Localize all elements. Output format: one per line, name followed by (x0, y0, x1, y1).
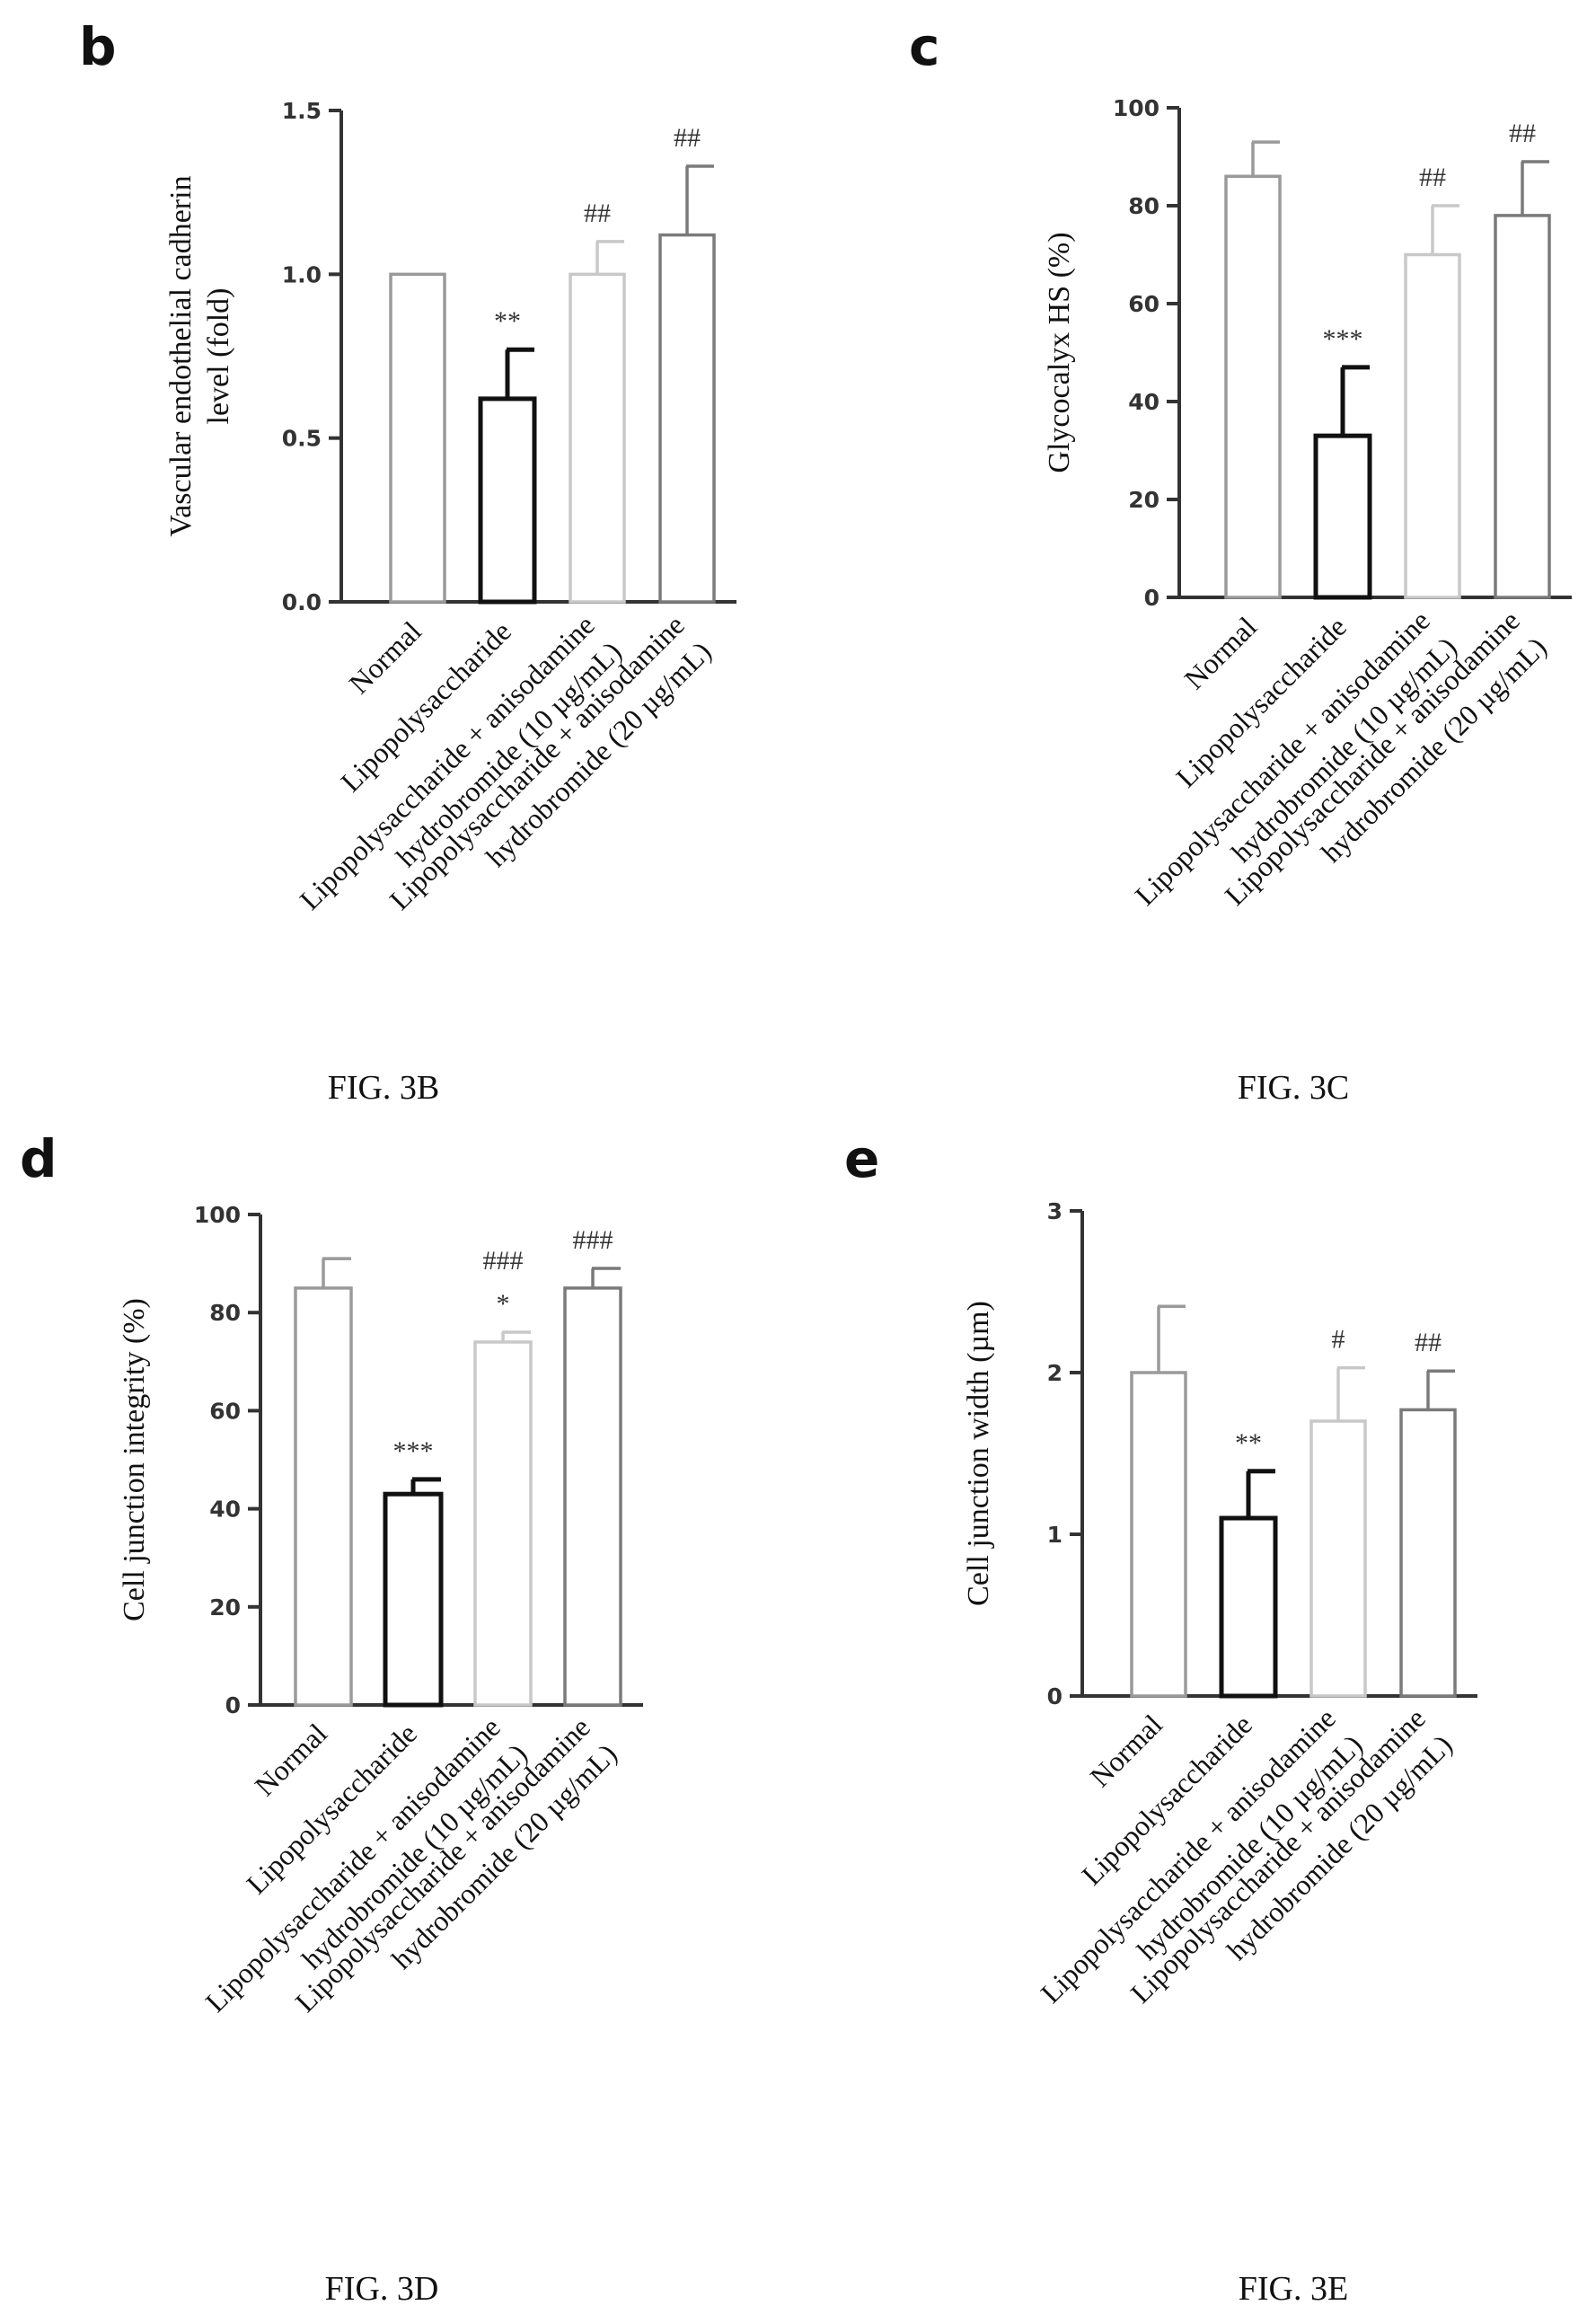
bar (473, 1340, 533, 1707)
significance-label: ## (1509, 119, 1536, 148)
y-axis-label-line: Cell junction width (µm) (962, 1301, 995, 1606)
x-tick-label-line: Normal (1083, 1708, 1168, 1793)
bar (1224, 174, 1282, 599)
x-tick-label-line: Normal (248, 1717, 333, 1802)
y-tick-label: 20 (1128, 487, 1160, 513)
x-tick-label-line: Normal (342, 614, 428, 700)
panel-letter: c (909, 16, 939, 77)
y-tick-label: 100 (1113, 95, 1160, 121)
significance-label: ** (1235, 1428, 1262, 1458)
significance-label: *** (393, 1436, 434, 1466)
y-axis-label-line: Vascular endothelial cadherin (164, 175, 198, 536)
y-tick-label: 80 (1128, 193, 1160, 219)
x-tick-label: Normal (342, 614, 428, 700)
panel-letter: e (844, 1128, 879, 1189)
bar (569, 272, 626, 604)
bar (294, 1286, 353, 1707)
significance-label: ## (674, 123, 701, 153)
x-tick-label-line: Normal (1177, 610, 1263, 695)
significance-label: ## (584, 199, 611, 228)
y-tick-label: 80 (209, 1300, 241, 1326)
figure-caption: FIG. 3D (325, 2270, 439, 2308)
y-tick-label: 0 (225, 1692, 241, 1718)
y-tick-label: 0.0 (282, 589, 322, 615)
y-tick-label: 20 (209, 1594, 241, 1621)
bar (1404, 252, 1461, 599)
bar (1219, 1515, 1278, 1699)
y-tick-label: 2 (1047, 1360, 1063, 1386)
y-tick-label: 40 (1128, 389, 1160, 415)
x-tick-label: Normal (1083, 1708, 1168, 1793)
bar (1130, 1371, 1187, 1698)
y-axis-label: Glycocalyx HS (%) (1043, 232, 1076, 473)
y-tick-label: 0 (1144, 585, 1160, 611)
panel-letter: d (20, 1128, 57, 1189)
panel-letter: b (79, 16, 117, 77)
figure-caption: FIG. 3E (1239, 2270, 1348, 2308)
x-tick-label: Normal (248, 1717, 333, 1802)
chart-panel-d: d 0 20 40 60 80 100 Cell junction integrity (%)… (20, 1128, 643, 2308)
significance-label: * (497, 1289, 510, 1319)
y-tick-label: 60 (1128, 291, 1160, 317)
significance-label: ** (494, 306, 521, 336)
bar (389, 272, 446, 604)
y-axis-label: Cell junction width (µm) (962, 1301, 995, 1606)
significance-label: ### (573, 1225, 613, 1255)
y-axis-label-line: level (fold) (202, 288, 235, 425)
bar (1494, 214, 1551, 599)
y-axis-label: Vascular endothelial cadherin level (fold… (164, 175, 235, 536)
significance-label: # (1332, 1325, 1345, 1355)
y-tick-label: 0 (1047, 1683, 1063, 1709)
y-tick-label: 1.5 (282, 98, 322, 124)
chart-panel-b: b 0.0 0.5 1.0 1.5 Vascular endothelial cadher… (79, 16, 736, 1107)
y-tick-label: 40 (209, 1497, 241, 1523)
bar (383, 1491, 444, 1708)
bar (1309, 1419, 1367, 1698)
bar (1313, 433, 1372, 600)
figure-caption: FIG. 3B (328, 1069, 440, 1107)
y-axis-label: Cell junction integrity (%) (118, 1298, 151, 1621)
y-tick-label: 1.0 (282, 261, 322, 287)
significance-label: *** (1323, 324, 1363, 354)
bar (658, 233, 716, 604)
y-tick-label: 60 (209, 1398, 241, 1424)
significance-label: ## (1415, 1328, 1442, 1357)
significance-label: ### (483, 1246, 524, 1276)
x-tick-label: Normal (1177, 610, 1263, 695)
bar (563, 1286, 622, 1707)
bar (1399, 1408, 1457, 1698)
y-tick-label: 0.5 (282, 426, 322, 452)
y-tick-label: 3 (1047, 1198, 1063, 1224)
y-axis-label-line: Cell junction integrity (%) (118, 1298, 151, 1621)
bar (478, 396, 537, 605)
y-axis-label-line: Glycocalyx HS (%) (1043, 232, 1076, 473)
figure-caption: FIG. 3C (1238, 1069, 1350, 1107)
y-tick-label: 1 (1047, 1522, 1063, 1548)
significance-label: ## (1419, 163, 1446, 192)
y-tick-label: 100 (194, 1202, 241, 1228)
